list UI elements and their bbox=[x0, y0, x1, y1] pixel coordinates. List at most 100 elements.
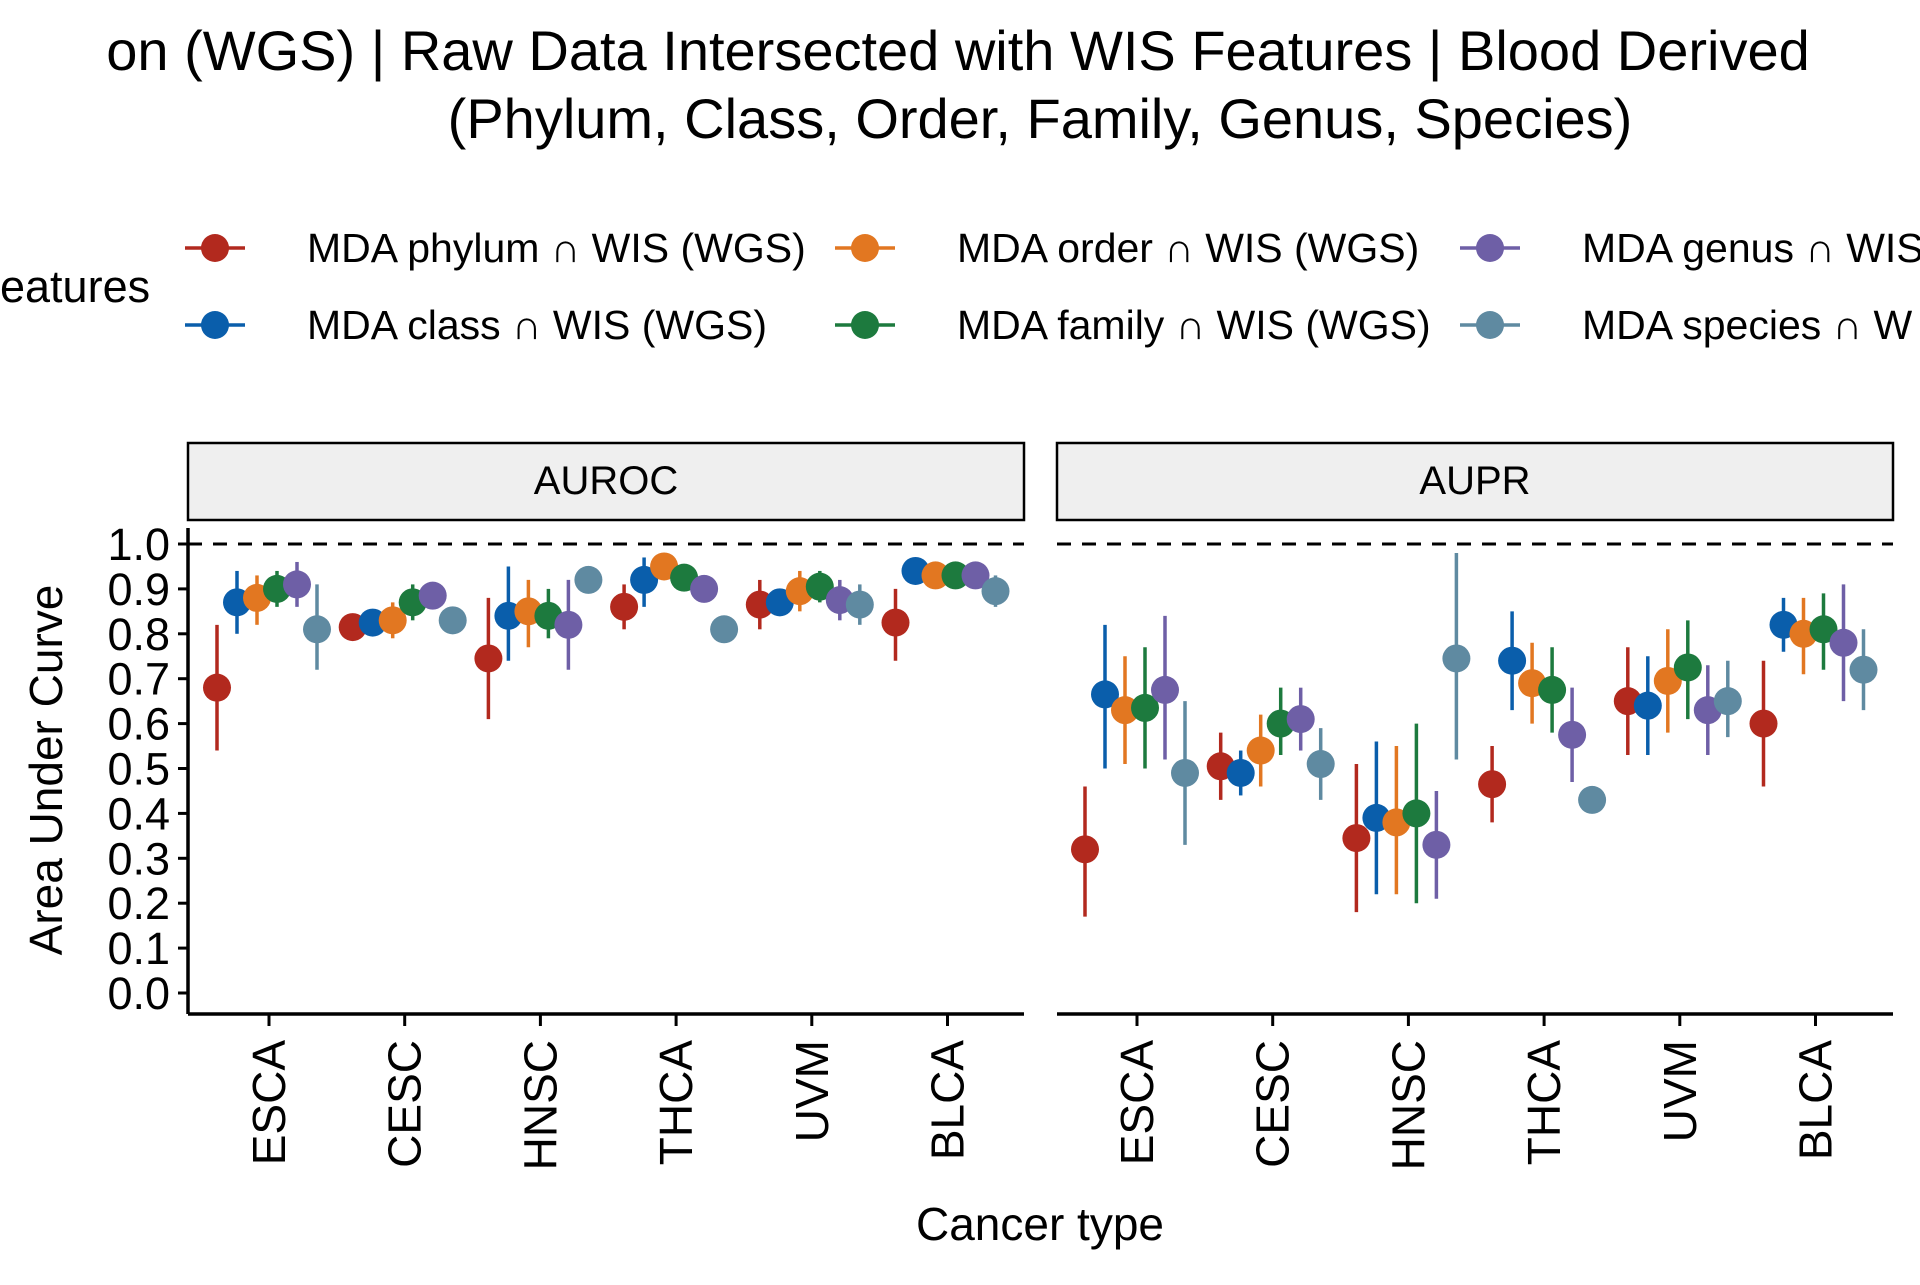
legend-key-marker bbox=[201, 234, 229, 262]
data-point bbox=[574, 565, 603, 594]
chart-title-line1: on (WGS) | Raw Data Intersected with WIS… bbox=[106, 19, 1810, 82]
x-tick-label: CESC bbox=[379, 1040, 431, 1168]
data-point bbox=[1849, 655, 1878, 684]
data-point bbox=[418, 581, 447, 610]
y-tick-label: 1.0 bbox=[107, 519, 170, 570]
legend-label: MDA species ∩ W bbox=[1582, 302, 1913, 348]
data-point bbox=[805, 572, 834, 601]
legend-item: MDA order ∩ WIS (WGS) bbox=[835, 225, 1419, 271]
legend-label: MDA order ∩ WIS (WGS) bbox=[957, 225, 1419, 271]
data-point bbox=[921, 561, 950, 590]
data-point bbox=[1071, 835, 1099, 864]
data-point bbox=[283, 570, 311, 599]
legend-item: MDA family ∩ WIS (WGS) bbox=[835, 302, 1431, 348]
legend-title: eatures bbox=[0, 261, 150, 312]
x-axis-label: Cancer type bbox=[916, 1198, 1164, 1250]
x-tick-label: BLCA bbox=[922, 1040, 974, 1160]
panel-auroc: AUROC 0.00.10.20.30.40.50.60.70.80.91.0 ES… bbox=[107, 441, 1026, 1170]
x-tick-label: HNSC bbox=[1382, 1040, 1434, 1170]
data-point bbox=[1578, 785, 1607, 814]
x-tick-label: CESC bbox=[1247, 1040, 1299, 1168]
data-point bbox=[554, 610, 583, 639]
legend-label: MDA class ∩ WIS (WGS) bbox=[307, 302, 767, 348]
data-point bbox=[1306, 750, 1335, 779]
legend-key-marker bbox=[201, 311, 229, 339]
x-tick-label: UVM bbox=[1654, 1040, 1706, 1142]
data-point bbox=[378, 606, 407, 635]
y-tick-label: 0.8 bbox=[107, 609, 170, 660]
data-point bbox=[1342, 824, 1371, 853]
data-point bbox=[1653, 666, 1682, 695]
data-point bbox=[1226, 758, 1255, 787]
facet-strip-label: AUROC bbox=[534, 459, 678, 503]
y-tick-label: 0.7 bbox=[107, 654, 170, 705]
facet-strip-label: AUPR bbox=[1419, 459, 1530, 503]
y-tick-label: 0.3 bbox=[107, 833, 170, 884]
data-point bbox=[710, 615, 739, 644]
legend-item: MDA phylum ∩ WIS (WGS) bbox=[185, 225, 806, 271]
y-tick-label: 0.0 bbox=[107, 968, 170, 1019]
y-tick-label: 0.2 bbox=[107, 878, 170, 929]
legend-item: MDA class ∩ WIS (WGS) bbox=[185, 302, 767, 348]
y-tick-label: 0.5 bbox=[107, 744, 170, 795]
data-point bbox=[1633, 691, 1662, 720]
data-point bbox=[203, 673, 231, 702]
data-point bbox=[1246, 736, 1275, 765]
legend-key-marker bbox=[1476, 311, 1504, 339]
y-tick-label: 0.6 bbox=[107, 699, 170, 750]
data-point bbox=[474, 644, 503, 673]
chart-title-line2: (Phylum, Class, Order, Family, Genus, Sp… bbox=[448, 87, 1633, 150]
facet-strip bbox=[1055, 441, 1895, 522]
data-point bbox=[961, 561, 990, 590]
data-point bbox=[1498, 646, 1527, 675]
x-tick-label: ESCA bbox=[243, 1040, 295, 1166]
facet-strip bbox=[186, 441, 1026, 522]
y-tick-label: 0.4 bbox=[107, 788, 170, 839]
legend-key-marker bbox=[851, 311, 879, 339]
data-point bbox=[1478, 770, 1507, 799]
x-tick-label: BLCA bbox=[1790, 1040, 1842, 1160]
data-point bbox=[1713, 687, 1742, 716]
data-point bbox=[981, 577, 1010, 606]
data-point bbox=[630, 565, 659, 594]
data-point bbox=[1422, 830, 1451, 859]
data-point bbox=[845, 590, 874, 619]
data-point bbox=[941, 561, 970, 590]
data-point bbox=[1829, 628, 1858, 657]
data-point bbox=[303, 615, 331, 644]
data-point bbox=[1673, 653, 1702, 682]
data-point bbox=[1809, 615, 1838, 644]
data-point bbox=[881, 608, 910, 637]
legend: MDA phylum ∩ WIS (WGS) MDA class ∩ WIS (W… bbox=[185, 225, 1920, 348]
data-point bbox=[1151, 675, 1179, 704]
x-tick-label: HNSC bbox=[514, 1040, 566, 1170]
y-tick-label: 0.9 bbox=[107, 564, 170, 615]
y-tick-label: 0.1 bbox=[107, 923, 170, 974]
data-point bbox=[438, 606, 467, 635]
data-point bbox=[1749, 709, 1778, 738]
data-point bbox=[610, 592, 639, 621]
x-tick-label: UVM bbox=[786, 1040, 838, 1142]
legend-item: MDA species ∩ W bbox=[1460, 302, 1913, 348]
legend-label: MDA family ∩ WIS (WGS) bbox=[957, 302, 1431, 348]
legend-label: MDA genus ∩ WIS bbox=[1582, 225, 1920, 271]
panel-aupr: AUPR ESCA CESC HNSC THCA UVM BLCA bbox=[1055, 441, 1895, 1170]
data-point bbox=[1402, 799, 1431, 828]
legend-key-marker bbox=[851, 234, 879, 262]
x-tick-label: THCA bbox=[650, 1040, 702, 1166]
data-point bbox=[1558, 720, 1587, 749]
data-point bbox=[1442, 644, 1471, 673]
data-point bbox=[1091, 680, 1119, 709]
x-tick-label: ESCA bbox=[1111, 1040, 1163, 1166]
x-tick-label: THCA bbox=[1518, 1040, 1570, 1166]
y-axis-label: Area Under Curve bbox=[20, 585, 72, 956]
data-point bbox=[690, 574, 719, 603]
data-point bbox=[1286, 705, 1315, 734]
legend-label: MDA phylum ∩ WIS (WGS) bbox=[307, 225, 806, 271]
plot-panels: AUROC 0.00.10.20.30.40.50.60.70.80.91.0 ES… bbox=[107, 441, 1895, 1170]
data-point bbox=[1538, 675, 1567, 704]
data-point bbox=[1171, 758, 1199, 787]
data-point bbox=[1131, 693, 1159, 722]
